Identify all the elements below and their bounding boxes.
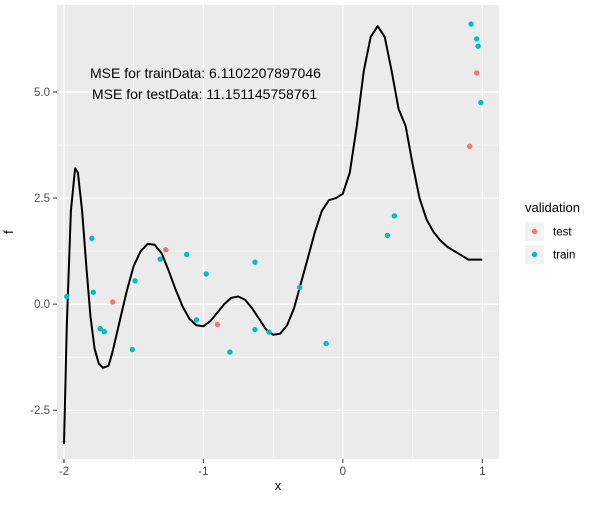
point-train (227, 349, 233, 355)
x-axis-title: x (275, 478, 282, 493)
point-train (475, 43, 481, 49)
y-axis: -2.5 0.0 2.5 5.0 (30, 87, 57, 417)
y-tick-label: -2.5 (30, 405, 50, 417)
legend-swatch-test (531, 228, 538, 235)
legend-label-train: train (553, 250, 575, 262)
point-train (90, 289, 96, 295)
fit-line (63, 25, 483, 445)
y-tick-label: 0.0 (34, 299, 50, 311)
point-train (391, 213, 398, 219)
plot-panel (57, 5, 499, 459)
point-train (89, 235, 95, 242)
point-train (183, 251, 190, 258)
point-train (478, 99, 484, 106)
point-test (467, 143, 473, 149)
legend-title: validation (525, 200, 580, 215)
grid-minor (57, 5, 499, 459)
point-train (193, 317, 200, 323)
point-test (163, 247, 169, 253)
point-train (473, 36, 480, 42)
point-train (468, 21, 474, 27)
x-tick-label: -2 (59, 466, 69, 478)
legend-swatch-train (531, 251, 538, 258)
point-train (296, 284, 303, 291)
annotations-layer: MSE for trainData: 6.1102207897046 MSE f… (90, 65, 321, 102)
point-train (132, 278, 138, 284)
legend-label-test: test (553, 227, 572, 239)
point-train (203, 271, 209, 277)
points-layer (64, 21, 484, 355)
x-axis: -2 -1 0 1 (59, 459, 485, 478)
point-train (97, 326, 103, 332)
y-tick-label: 5.0 (34, 87, 50, 99)
y-axis-title: f (1, 230, 16, 234)
legend: validation test train (525, 200, 580, 264)
point-train (157, 256, 163, 262)
point-train (252, 326, 258, 333)
fit-line-layer (63, 25, 483, 445)
point-train (64, 293, 70, 300)
point-train (384, 232, 391, 239)
x-tick-label: -1 (198, 466, 208, 478)
point-train (101, 329, 108, 335)
annotation-test-mse: MSE for testData: 11.151145758761 (92, 86, 317, 102)
point-test (214, 321, 221, 328)
y-tick-label: 2.5 (34, 193, 50, 205)
x-tick-label: 0 (340, 466, 346, 478)
x-tick-label: 1 (479, 466, 485, 478)
point-train (252, 259, 258, 265)
point-train (323, 340, 329, 347)
annotation-train-mse: MSE for trainData: 6.1102207897046 (90, 65, 321, 81)
grid-major (57, 5, 499, 459)
point-test (473, 70, 480, 76)
point-test (110, 299, 116, 305)
point-train (266, 329, 272, 335)
point-train (129, 346, 135, 353)
